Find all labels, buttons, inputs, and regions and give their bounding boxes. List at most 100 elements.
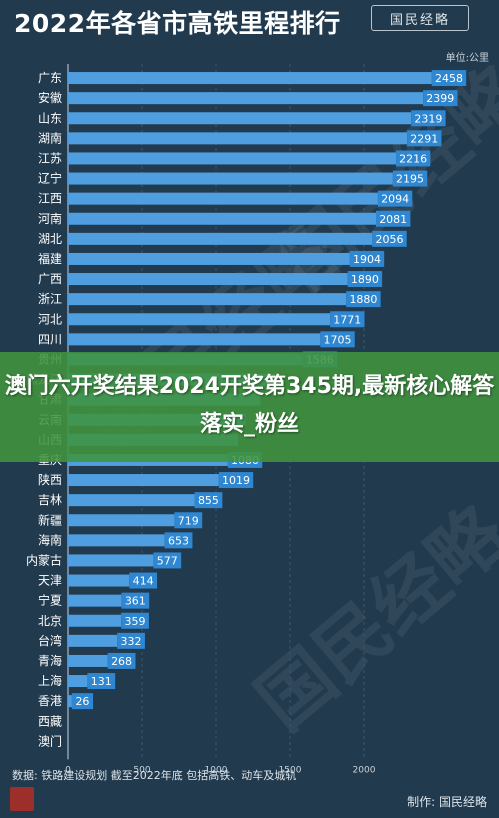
bar: [68, 92, 424, 105]
category-label: 上海: [38, 673, 62, 688]
x-tick-label: 500: [133, 765, 150, 775]
category-label: 浙江: [38, 292, 62, 306]
value-label: 1904: [353, 253, 381, 266]
category-label: 江西: [38, 192, 62, 206]
category-label: 新疆: [38, 512, 62, 527]
value-label: 719: [178, 514, 199, 527]
category-label: 宁夏: [38, 593, 62, 608]
category-label: 吉林: [38, 493, 62, 507]
bar: [68, 654, 108, 667]
value-label: 2081: [379, 213, 407, 226]
value-label: 359: [125, 615, 146, 628]
value-label-bg: [407, 130, 442, 147]
value-label-bg: [320, 331, 355, 348]
value-label-bg: [194, 492, 223, 509]
category-label: 湖南: [38, 130, 62, 145]
value-label: 1880: [349, 293, 377, 306]
category-label: 江苏: [38, 151, 62, 165]
bar: [68, 212, 376, 225]
value-label-bg: [377, 190, 413, 207]
value-label-bg: [107, 652, 136, 669]
value-label-bg: [71, 693, 94, 710]
bar: [68, 273, 348, 286]
promo-banner-text: 澳门六开奖结果2024开奖第345期,最新核心解答落实_粉丝: [4, 374, 495, 437]
bar: [68, 152, 396, 165]
value-label: 332: [121, 635, 142, 648]
bar: [68, 474, 219, 487]
brand-logo: 国民经略: [371, 5, 469, 31]
category-label: 湖北: [38, 231, 62, 246]
value-label-bg: [423, 90, 458, 107]
bar: [68, 172, 393, 185]
value-label: 2216: [399, 152, 427, 165]
value-label: 2195: [396, 173, 424, 186]
bar: [68, 232, 373, 245]
value-label: 414: [133, 575, 154, 588]
value-label: 131: [91, 675, 112, 688]
category-label: 辽宁: [38, 171, 62, 186]
value-label: 2291: [410, 132, 438, 145]
data-source: 数据: 铁路建设规划 截至2022年底 包括高铁、动车及城轨: [12, 769, 297, 782]
bar: [68, 252, 350, 265]
value-label-bg: [121, 592, 150, 609]
bar: [68, 514, 175, 527]
category-label: 青海: [38, 653, 62, 668]
value-label-bg: [372, 230, 407, 247]
category-label: 四川: [38, 332, 62, 346]
value-label-bg: [392, 170, 428, 187]
category-label: 澳门: [38, 733, 62, 748]
value-label-bg: [330, 311, 365, 328]
value-label: 26: [75, 695, 89, 708]
value-label-bg: [164, 532, 193, 549]
bar: [68, 634, 118, 647]
bar: [68, 313, 331, 326]
x-tick-label: 2000: [353, 765, 376, 775]
bar: [68, 695, 72, 708]
value-label: 2458: [435, 72, 463, 85]
value-label-bg: [87, 673, 116, 690]
value-label: 1019: [222, 474, 250, 487]
x-tick-label: 0: [65, 765, 71, 775]
value-label: 1771: [333, 313, 361, 326]
value-label: 1705: [324, 333, 352, 346]
category-label: 广东: [38, 71, 62, 85]
category-label: 山东: [38, 111, 62, 125]
bar: [68, 192, 378, 205]
value-label-bg: [395, 150, 431, 167]
category-label: 北京: [38, 614, 62, 628]
bar: [68, 333, 321, 346]
category-label: 福建: [38, 251, 62, 266]
x-tick-label: 1000: [205, 765, 228, 775]
value-label-bg: [121, 612, 149, 629]
bar: [68, 614, 122, 627]
value-label: 2094: [381, 193, 409, 206]
value-label: 855: [198, 494, 219, 507]
bar: [68, 554, 154, 567]
seal-logo: [10, 787, 34, 811]
x-tick-label: 1500: [279, 765, 302, 775]
bar: [68, 675, 88, 688]
value-label-bg: [347, 271, 383, 288]
category-label: 海南: [38, 532, 62, 547]
value-label: 577: [157, 554, 178, 567]
value-label-bg: [346, 291, 381, 308]
value-label: 2399: [426, 92, 454, 105]
value-label-bg: [411, 110, 446, 127]
value-label-bg: [375, 210, 411, 227]
value-label-bg: [153, 552, 182, 569]
bar: [68, 534, 165, 547]
category-label: 天津: [38, 574, 62, 588]
value-label-bg: [218, 472, 254, 489]
promo-banner[interactable]: 澳门六开奖结果2024开奖第345期,最新核心解答落实_粉丝: [0, 352, 499, 462]
unit-label: 单位:公里: [445, 53, 489, 64]
bar: [68, 594, 122, 607]
value-label-bg: [349, 250, 385, 267]
value-label: 268: [111, 655, 132, 668]
bar: [68, 72, 432, 85]
value-label: 653: [168, 534, 189, 547]
value-label-bg: [174, 512, 203, 529]
author-credit: 制作: 国民经略: [407, 795, 487, 809]
bar: [68, 112, 412, 125]
bar: [68, 494, 195, 507]
bar: [68, 132, 408, 145]
